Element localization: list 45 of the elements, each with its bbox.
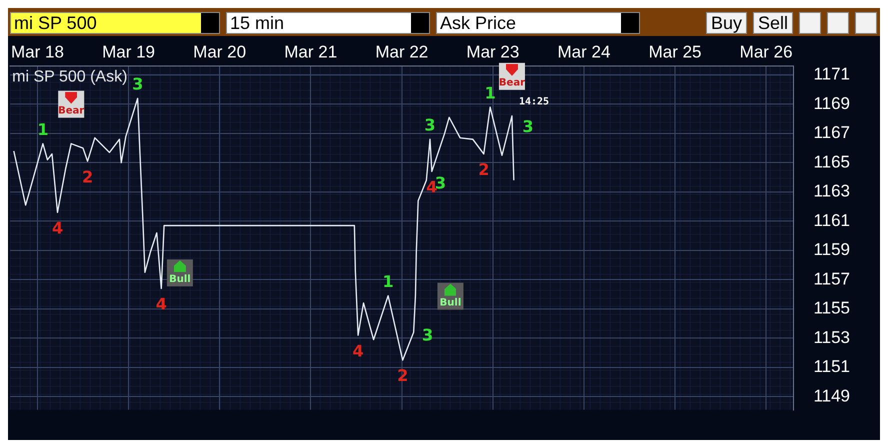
text: Ask Price: [440, 12, 516, 34]
text: Sell: [753, 12, 794, 34]
y-tick-label: 1167: [813, 123, 850, 142]
annotation: 1: [484, 83, 496, 102]
annotation: 4: [52, 218, 64, 238]
annotation: 3: [424, 115, 436, 134]
x-tick-label: Mar 24: [557, 42, 610, 62]
annotation: 1: [382, 272, 394, 291]
annotation: 2: [478, 160, 490, 180]
y-tick-label: 1171: [813, 64, 850, 84]
x-tick-label: Mar 23: [466, 42, 520, 62]
y-tick-label: 1153: [813, 328, 850, 347]
y-tick-label: 1151: [813, 357, 850, 376]
y-tick-label: 1155: [813, 298, 850, 318]
y-tick-label: 1149: [813, 386, 850, 406]
chart-title: mi SP 500 (Ask): [12, 68, 128, 86]
text: 15 min: [230, 12, 284, 34]
annotation: Bull: [440, 297, 462, 308]
annotation: 4: [352, 341, 364, 360]
annotation: 14:25: [518, 96, 550, 108]
y-tick-label: 1165: [813, 152, 850, 172]
text: mi SP 500: [14, 12, 97, 34]
y-tick-label: 1169: [813, 94, 850, 113]
annotation: 3: [132, 74, 144, 94]
x-tick-label: Mar 22: [375, 42, 428, 62]
x-tick-label: Mar 20: [193, 42, 246, 62]
text: Buy: [706, 12, 748, 34]
x-tick-label: Mar 25: [648, 42, 702, 62]
annotation: 1: [37, 120, 48, 139]
y-tick-label: 1161: [813, 210, 850, 230]
y-tick-label: 1159: [813, 240, 850, 260]
annotation: 4: [156, 294, 167, 314]
annotation: Bear: [498, 78, 526, 89]
x-tick-label: Mar 19: [102, 42, 155, 62]
y-tick-label: 1163: [813, 182, 850, 201]
x-tick-label: Mar 18: [10, 42, 64, 62]
x-tick-label: Mar 26: [740, 42, 793, 62]
annotation: Bull: [169, 274, 191, 285]
annotation: 2: [397, 366, 408, 386]
x-tick-label: Mar 21: [284, 42, 338, 62]
annotation: 2: [82, 167, 94, 186]
annotation: 3: [522, 117, 534, 136]
annotation: 4: [426, 178, 438, 197]
annotation: 3: [422, 325, 434, 344]
y-tick-label: 1157: [813, 269, 850, 288]
